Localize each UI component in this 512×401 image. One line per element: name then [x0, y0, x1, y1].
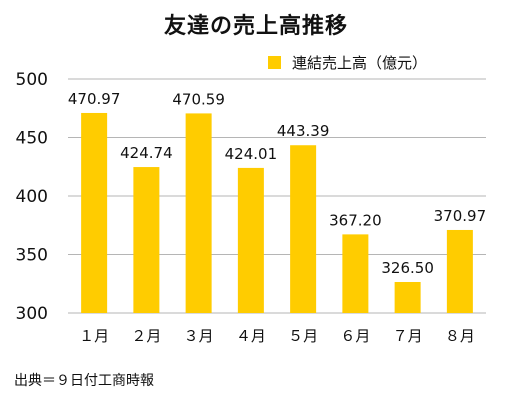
value-label: 326.50: [381, 259, 434, 277]
bar: [81, 112, 108, 313]
x-axis-ticks: １月 ２月 ３月 ４月 ５月 ６月 ７月 ８月: [79, 327, 475, 345]
bar: [185, 113, 212, 313]
value-label: 370.97: [434, 207, 487, 225]
value-label: 443.39: [277, 122, 330, 140]
y-axis-ticks: 300 350 400 450 500: [16, 70, 48, 324]
bar: [133, 167, 160, 313]
bar: [394, 281, 421, 313]
y-tick-label: 450: [16, 129, 48, 149]
bar: [237, 167, 264, 313]
value-label: 424.01: [225, 145, 278, 163]
bar: [446, 229, 473, 313]
x-tick-label: ８月: [445, 327, 475, 345]
source-note: 出典＝９日付工商時報: [14, 373, 154, 389]
gridlines: [68, 78, 486, 314]
bar: [342, 234, 369, 313]
x-tick-label: ３月: [184, 327, 214, 345]
x-tick-label: ６月: [340, 327, 370, 345]
x-tick-label: ４月: [236, 327, 266, 345]
legend-label: 連結売上高（億元）: [292, 54, 427, 72]
x-tick-label: １月: [79, 327, 109, 345]
value-label: 470.59: [172, 90, 225, 108]
y-tick-label: 350: [16, 246, 48, 266]
legend: 連結売上高（億元）: [268, 54, 427, 72]
legend-swatch: [268, 56, 281, 69]
y-tick-label: 500: [16, 70, 48, 90]
x-tick-label: ７月: [393, 327, 423, 345]
value-labels: 470.97 424.74 470.59 424.01 443.39 367.20 326.…: [68, 90, 486, 277]
bar: [290, 145, 317, 313]
x-tick-label: ２月: [131, 327, 161, 345]
value-label: 367.20: [329, 211, 382, 229]
x-tick-label: ５月: [288, 327, 318, 345]
value-label: 424.74: [120, 144, 173, 162]
value-label: 470.97: [68, 90, 121, 108]
y-tick-label: 400: [16, 187, 48, 207]
bars: [81, 112, 473, 313]
y-tick-label: 300: [16, 304, 48, 324]
chart-title: 友達の売上高推移: [163, 14, 348, 39]
